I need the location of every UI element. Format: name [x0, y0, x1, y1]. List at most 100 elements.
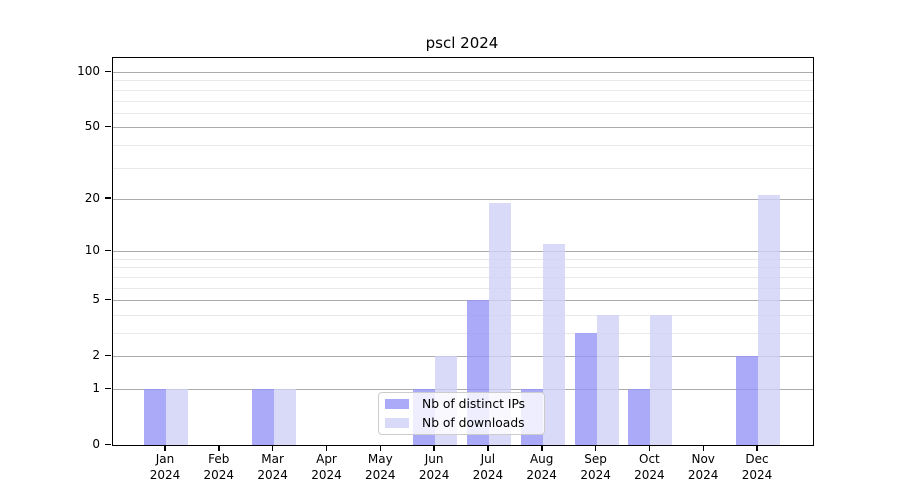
x-tick-month: Oct [639, 452, 660, 466]
bar-downloads [166, 389, 188, 445]
bar-distinct-ips [628, 389, 651, 445]
x-tick-mark [271, 445, 274, 451]
bar-distinct-ips [144, 389, 166, 445]
y-tick-mark [105, 354, 111, 357]
major-gridline [113, 127, 813, 129]
x-tick-label-aug: Aug 2024 [512, 451, 572, 483]
x-tick-mark [379, 445, 381, 451]
major-gridline [113, 72, 813, 73]
x-tick-label-apr: Apr 2024 [297, 451, 357, 483]
x-tick-year: 2024 [257, 468, 288, 482]
legend-label-distinct-ips: Nb of distinct IPs [422, 397, 526, 411]
x-tick-mark [487, 445, 489, 451]
x-tick-year: 2024 [203, 468, 235, 482]
major-gridline [113, 251, 813, 253]
legend-swatch-distinct-ips-icon [385, 399, 409, 409]
major-gridline [113, 300, 813, 302]
y-tick-mark [105, 249, 111, 252]
x-tick-label-jun: Jun 2024 [404, 451, 464, 483]
x-tick-year: 2024 [580, 468, 611, 482]
minor-gridline [113, 100, 813, 102]
y-tick-label: 5 [92, 292, 100, 307]
x-tick-mark [218, 445, 220, 451]
x-tick-year: 2024 [365, 468, 396, 482]
major-gridline [113, 356, 813, 358]
y-tick-label: 50 [84, 119, 100, 134]
x-tick-month: Sep [584, 452, 607, 466]
bar-distinct-ips [251, 389, 274, 445]
x-tick-mark [325, 445, 328, 451]
minor-gridline [113, 89, 813, 91]
x-tick-mark [702, 445, 704, 451]
minor-gridline [113, 167, 813, 169]
x-tick-label-jan: Jan 2024 [135, 451, 195, 483]
y-tick-label: 20 [84, 190, 100, 205]
legend: Nb of distinct IPs Nb of downloads [378, 392, 545, 435]
legend-label-downloads: Nb of downloads [422, 416, 525, 430]
x-tick-year: 2024 [526, 468, 557, 482]
y-tick-mark [105, 197, 111, 199]
x-tick-label-mar: Mar 2024 [243, 451, 303, 483]
x-tick-mark [433, 445, 435, 451]
x-tick-month: Nov [691, 452, 715, 466]
chart-title: pscl 2024 [425, 34, 499, 52]
minor-gridline [113, 314, 813, 316]
y-tick-mark [105, 125, 111, 128]
x-tick-year: 2024 [149, 468, 181, 482]
x-tick-month: Jun [424, 452, 444, 466]
x-tick-label-feb: Feb 2024 [189, 451, 249, 483]
x-tick-mark [756, 445, 758, 451]
x-tick-year: 2024 [311, 468, 342, 482]
y-tick-label: 100 [77, 64, 100, 78]
x-tick-month: Jul [480, 452, 496, 466]
bar-downloads [542, 244, 565, 445]
x-tick-month: Aug [529, 452, 554, 466]
bar-downloads [273, 389, 296, 445]
x-tick-label-may: May 2024 [350, 451, 410, 483]
x-tick-year: 2024 [472, 468, 504, 482]
bar-distinct-ips [574, 333, 597, 445]
bar-downloads [596, 314, 619, 445]
x-tick-year: 2024 [634, 468, 665, 482]
bar-downloads [488, 202, 511, 445]
y-tick-label: 2 [92, 348, 100, 363]
y-tick-mark [105, 298, 111, 301]
plot-area [112, 57, 814, 446]
bar-downloads [758, 195, 780, 445]
x-tick-label-oct: Oct 2024 [619, 451, 679, 483]
minor-gridline [113, 258, 813, 260]
legend-row-downloads: Nb of downloads [385, 414, 544, 433]
minor-gridline [113, 333, 813, 334]
x-tick-month: Apr [316, 452, 337, 466]
minor-gridline [113, 267, 813, 269]
x-tick-month: May [367, 452, 393, 466]
legend-swatch-downloads-icon [385, 418, 409, 428]
legend-row-distinct-ips: Nb of distinct IPs [385, 395, 544, 414]
minor-gridline [113, 112, 813, 114]
y-tick-mark [105, 70, 111, 72]
x-tick-label-dec: Dec 2024 [727, 451, 787, 483]
bar-downloads [650, 314, 673, 445]
x-tick-month: Feb [208, 452, 230, 466]
x-tick-year: 2024 [418, 468, 450, 482]
x-tick-label-jul: Jul 2024 [458, 451, 518, 483]
x-tick-mark [594, 445, 597, 451]
x-tick-month: Dec [745, 452, 769, 466]
minor-gridline [113, 287, 813, 289]
major-gridline [113, 389, 813, 390]
x-tick-year: 2024 [741, 468, 773, 482]
minor-gridline [113, 144, 813, 146]
x-tick-mark [164, 445, 166, 451]
x-tick-mark [648, 445, 651, 451]
major-gridline [113, 198, 813, 200]
y-tick-label: 1 [92, 381, 100, 395]
x-tick-mark [541, 445, 543, 451]
bar-distinct-ips [736, 356, 758, 445]
minor-gridline [113, 80, 813, 82]
minor-gridline [113, 276, 813, 278]
x-tick-year: 2024 [687, 468, 719, 482]
y-tick-label: 10 [84, 243, 100, 258]
x-tick-label-nov: Nov 2024 [673, 451, 733, 483]
y-tick-mark [105, 443, 111, 445]
x-tick-month: Jan [155, 452, 175, 466]
